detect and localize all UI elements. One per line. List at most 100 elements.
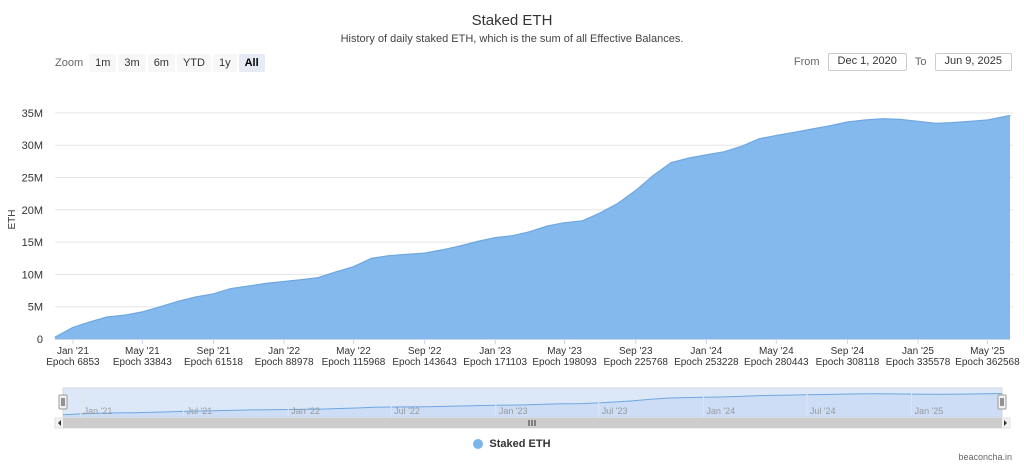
- navigator-tick-label: Jan '24: [706, 406, 735, 416]
- navigator-area: [63, 393, 1002, 417]
- data-point: [564, 222, 566, 224]
- data-point: [476, 241, 478, 242]
- x-tick-label: Sep '22: [408, 346, 442, 357]
- data-point: [899, 118, 901, 120]
- zoom-ytd-button[interactable]: YTD: [176, 54, 211, 72]
- x-tick-label: May '23: [547, 346, 582, 357]
- data-point: [124, 314, 126, 316]
- date-range-selector: From Dec 1, 2020 To Jun 9, 2025: [786, 53, 1012, 71]
- y-tick-label: 20M: [22, 205, 43, 217]
- x-tick-label: Jan '21: [57, 346, 89, 357]
- zoom-all-button[interactable]: All: [238, 54, 265, 72]
- data-point: [723, 151, 725, 153]
- data-point: [969, 120, 971, 122]
- data-point: [775, 135, 777, 136]
- x-tick-label: Jan '22: [268, 346, 300, 357]
- zoom-1m-button[interactable]: 1m: [89, 54, 117, 72]
- data-point: [740, 146, 742, 147]
- data-point: [353, 266, 354, 268]
- from-date-input[interactable]: Dec 1, 2020: [827, 53, 907, 71]
- x-tick-label: Jan '23: [479, 346, 511, 357]
- data-point: [265, 282, 267, 284]
- data-point: [195, 296, 197, 298]
- data-point: [705, 154, 707, 156]
- navigator-tick-label: Jul '22: [394, 406, 420, 416]
- data-point: [935, 122, 937, 124]
- chart-title: Staked ETH: [471, 12, 553, 29]
- data-point: [917, 120, 919, 122]
- y-tick-label: 30M: [22, 140, 43, 152]
- navigator-tick-label: Jan '25: [915, 406, 944, 416]
- legend-item-staked-eth[interactable]: Staked ETH: [489, 438, 551, 450]
- y-axis-label: ETH: [7, 210, 18, 230]
- data-point: [459, 245, 461, 247]
- x-tick-epoch-label: Epoch 280443: [744, 357, 809, 368]
- navigator-tick-label: Jul '21: [187, 406, 213, 416]
- y-tick-label: 25M: [22, 173, 43, 185]
- x-tick-label: May '22: [336, 346, 371, 357]
- x-tick-epoch-label: Epoch 253228: [674, 357, 739, 368]
- data-point: [652, 175, 654, 177]
- data-point: [670, 162, 672, 164]
- data-point: [213, 293, 214, 295]
- x-tick-label: Sep '23: [619, 346, 653, 357]
- zoom-label: Zoom: [55, 57, 84, 69]
- zoom-selector: Zoom 1m 3m 6m YTD 1y All: [55, 54, 267, 72]
- navigator-tick-label: Jan '22: [291, 406, 320, 416]
- data-point: [72, 326, 74, 328]
- series-area-staked-eth: [55, 115, 1010, 339]
- navigator-left-handle[interactable]: [58, 394, 68, 410]
- y-tick-label: 0: [37, 334, 43, 346]
- data-point: [546, 225, 548, 227]
- data-point: [388, 255, 390, 257]
- x-tick-label: Jan '25: [902, 346, 934, 357]
- x-tick-epoch-label: Epoch 88978: [255, 357, 314, 368]
- x-tick-epoch-label: Epoch 33843: [113, 357, 172, 368]
- from-label: From: [793, 56, 820, 68]
- zoom-3m-button[interactable]: 3m: [118, 54, 146, 72]
- x-tick-epoch-label: Epoch 308118: [816, 357, 880, 368]
- data-point: [317, 277, 319, 279]
- data-point: [617, 202, 619, 204]
- data-point: [1009, 115, 1011, 116]
- credit-link[interactable]: beaconcha.in: [958, 452, 1012, 462]
- data-point: [864, 119, 866, 121]
- data-point: [424, 252, 426, 254]
- data-point: [811, 128, 813, 130]
- x-tick-epoch-label: Epoch 171103: [463, 357, 527, 368]
- x-tick-label: Jan '24: [690, 346, 722, 357]
- handle-body: [58, 394, 68, 410]
- data-point: [687, 157, 689, 159]
- data-point: [406, 253, 408, 255]
- x-tick-epoch-label: Epoch 115968: [322, 357, 386, 368]
- navigator-right-handle[interactable]: [997, 394, 1007, 410]
- data-point: [90, 321, 92, 323]
- to-label: To: [914, 56, 927, 68]
- to-date-input[interactable]: Jun 9, 2025: [934, 53, 1012, 71]
- zoom-1y-button[interactable]: 1y: [212, 54, 237, 72]
- data-point: [494, 237, 496, 239]
- legend-marker[interactable]: [473, 439, 484, 449]
- navigator-tick-label: Jul '23: [602, 406, 628, 416]
- data-point: [582, 220, 583, 222]
- scrollbar-right-arrow-icon: [1004, 420, 1007, 426]
- data-point: [635, 189, 637, 191]
- x-tick-label: May '25: [970, 346, 1005, 357]
- data-point: [882, 118, 884, 120]
- navigator-tick-label: Jan '23: [499, 406, 528, 416]
- data-point: [441, 249, 443, 251]
- data-point: [177, 301, 179, 302]
- navigator-tick-label: Jul '24: [810, 406, 836, 416]
- zoom-6m-button[interactable]: 6m: [147, 54, 175, 72]
- x-tick-epoch-label: Epoch 61518: [184, 357, 243, 368]
- y-tick-label: 35M: [22, 108, 43, 120]
- x-tick-label: May '21: [125, 346, 160, 357]
- x-tick-epoch-label: Epoch 335578: [886, 357, 951, 368]
- data-point: [230, 288, 232, 290]
- y-tick-label: 15M: [22, 237, 43, 249]
- data-point: [528, 231, 530, 233]
- data-point: [829, 125, 830, 127]
- data-point: [283, 281, 285, 282]
- data-point: [951, 122, 953, 124]
